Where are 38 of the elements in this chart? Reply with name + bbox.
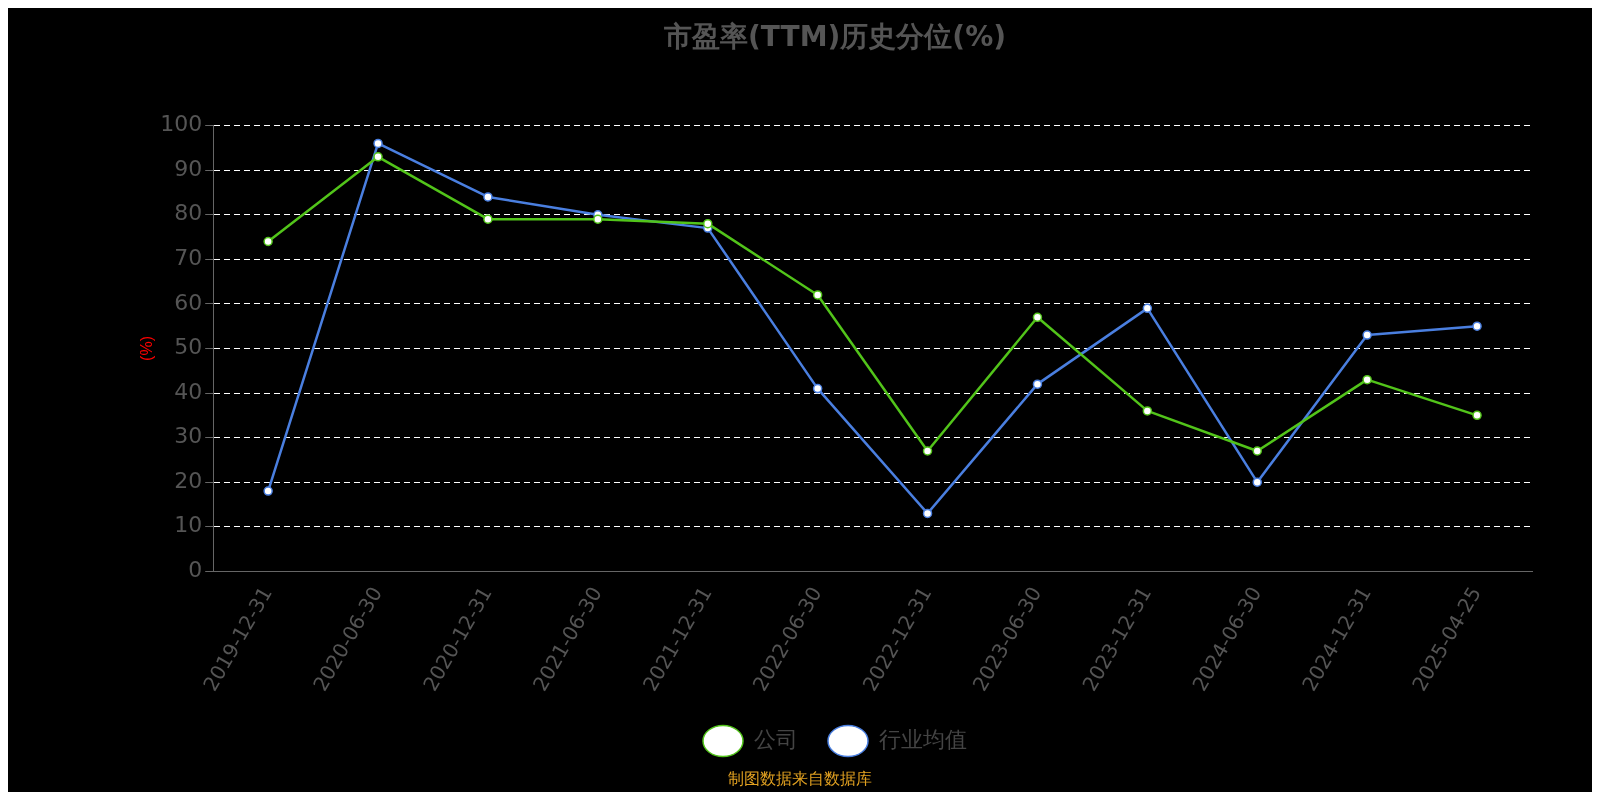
y-tick-label: 60: [174, 289, 203, 315]
point: [1362, 330, 1372, 340]
y-axis-title: (%): [138, 336, 156, 361]
legend-label: 行业均值: [879, 726, 967, 752]
y-tick-label: 10: [174, 512, 203, 538]
point: [1142, 303, 1153, 314]
point: [263, 236, 273, 247]
point: [1032, 312, 1043, 323]
y-tick-label: 90: [174, 155, 203, 181]
y-tick-label: 80: [174, 200, 203, 226]
point: [373, 138, 383, 149]
y-tick-label: 20: [174, 467, 203, 493]
y-tick-label: 30: [174, 423, 203, 449]
point: [1252, 446, 1262, 456]
point: [812, 290, 823, 300]
point: [1472, 410, 1482, 421]
point: [1252, 477, 1262, 487]
y-tick-label: 70: [174, 245, 203, 271]
point: [263, 486, 273, 496]
y-tick-label: 40: [174, 378, 203, 404]
point: [593, 214, 603, 224]
point: [1362, 374, 1372, 385]
point: [922, 508, 933, 519]
point: [922, 446, 933, 456]
point: [483, 192, 493, 202]
legend-label: 公司: [754, 726, 798, 752]
text: 制图数据来自数据库: [728, 769, 872, 789]
point: [373, 152, 383, 162]
chart-title: 市盈率(TTM)历史分位(%): [663, 20, 1006, 54]
point: [1142, 406, 1153, 416]
y-tick-label: 100: [160, 111, 203, 137]
point: [812, 383, 823, 394]
point: [1032, 379, 1043, 389]
point: [703, 218, 713, 229]
y-tick-label: 50: [174, 334, 203, 360]
point: [483, 214, 493, 224]
point: [1472, 321, 1482, 331]
y-tick-label: 0: [188, 557, 203, 583]
